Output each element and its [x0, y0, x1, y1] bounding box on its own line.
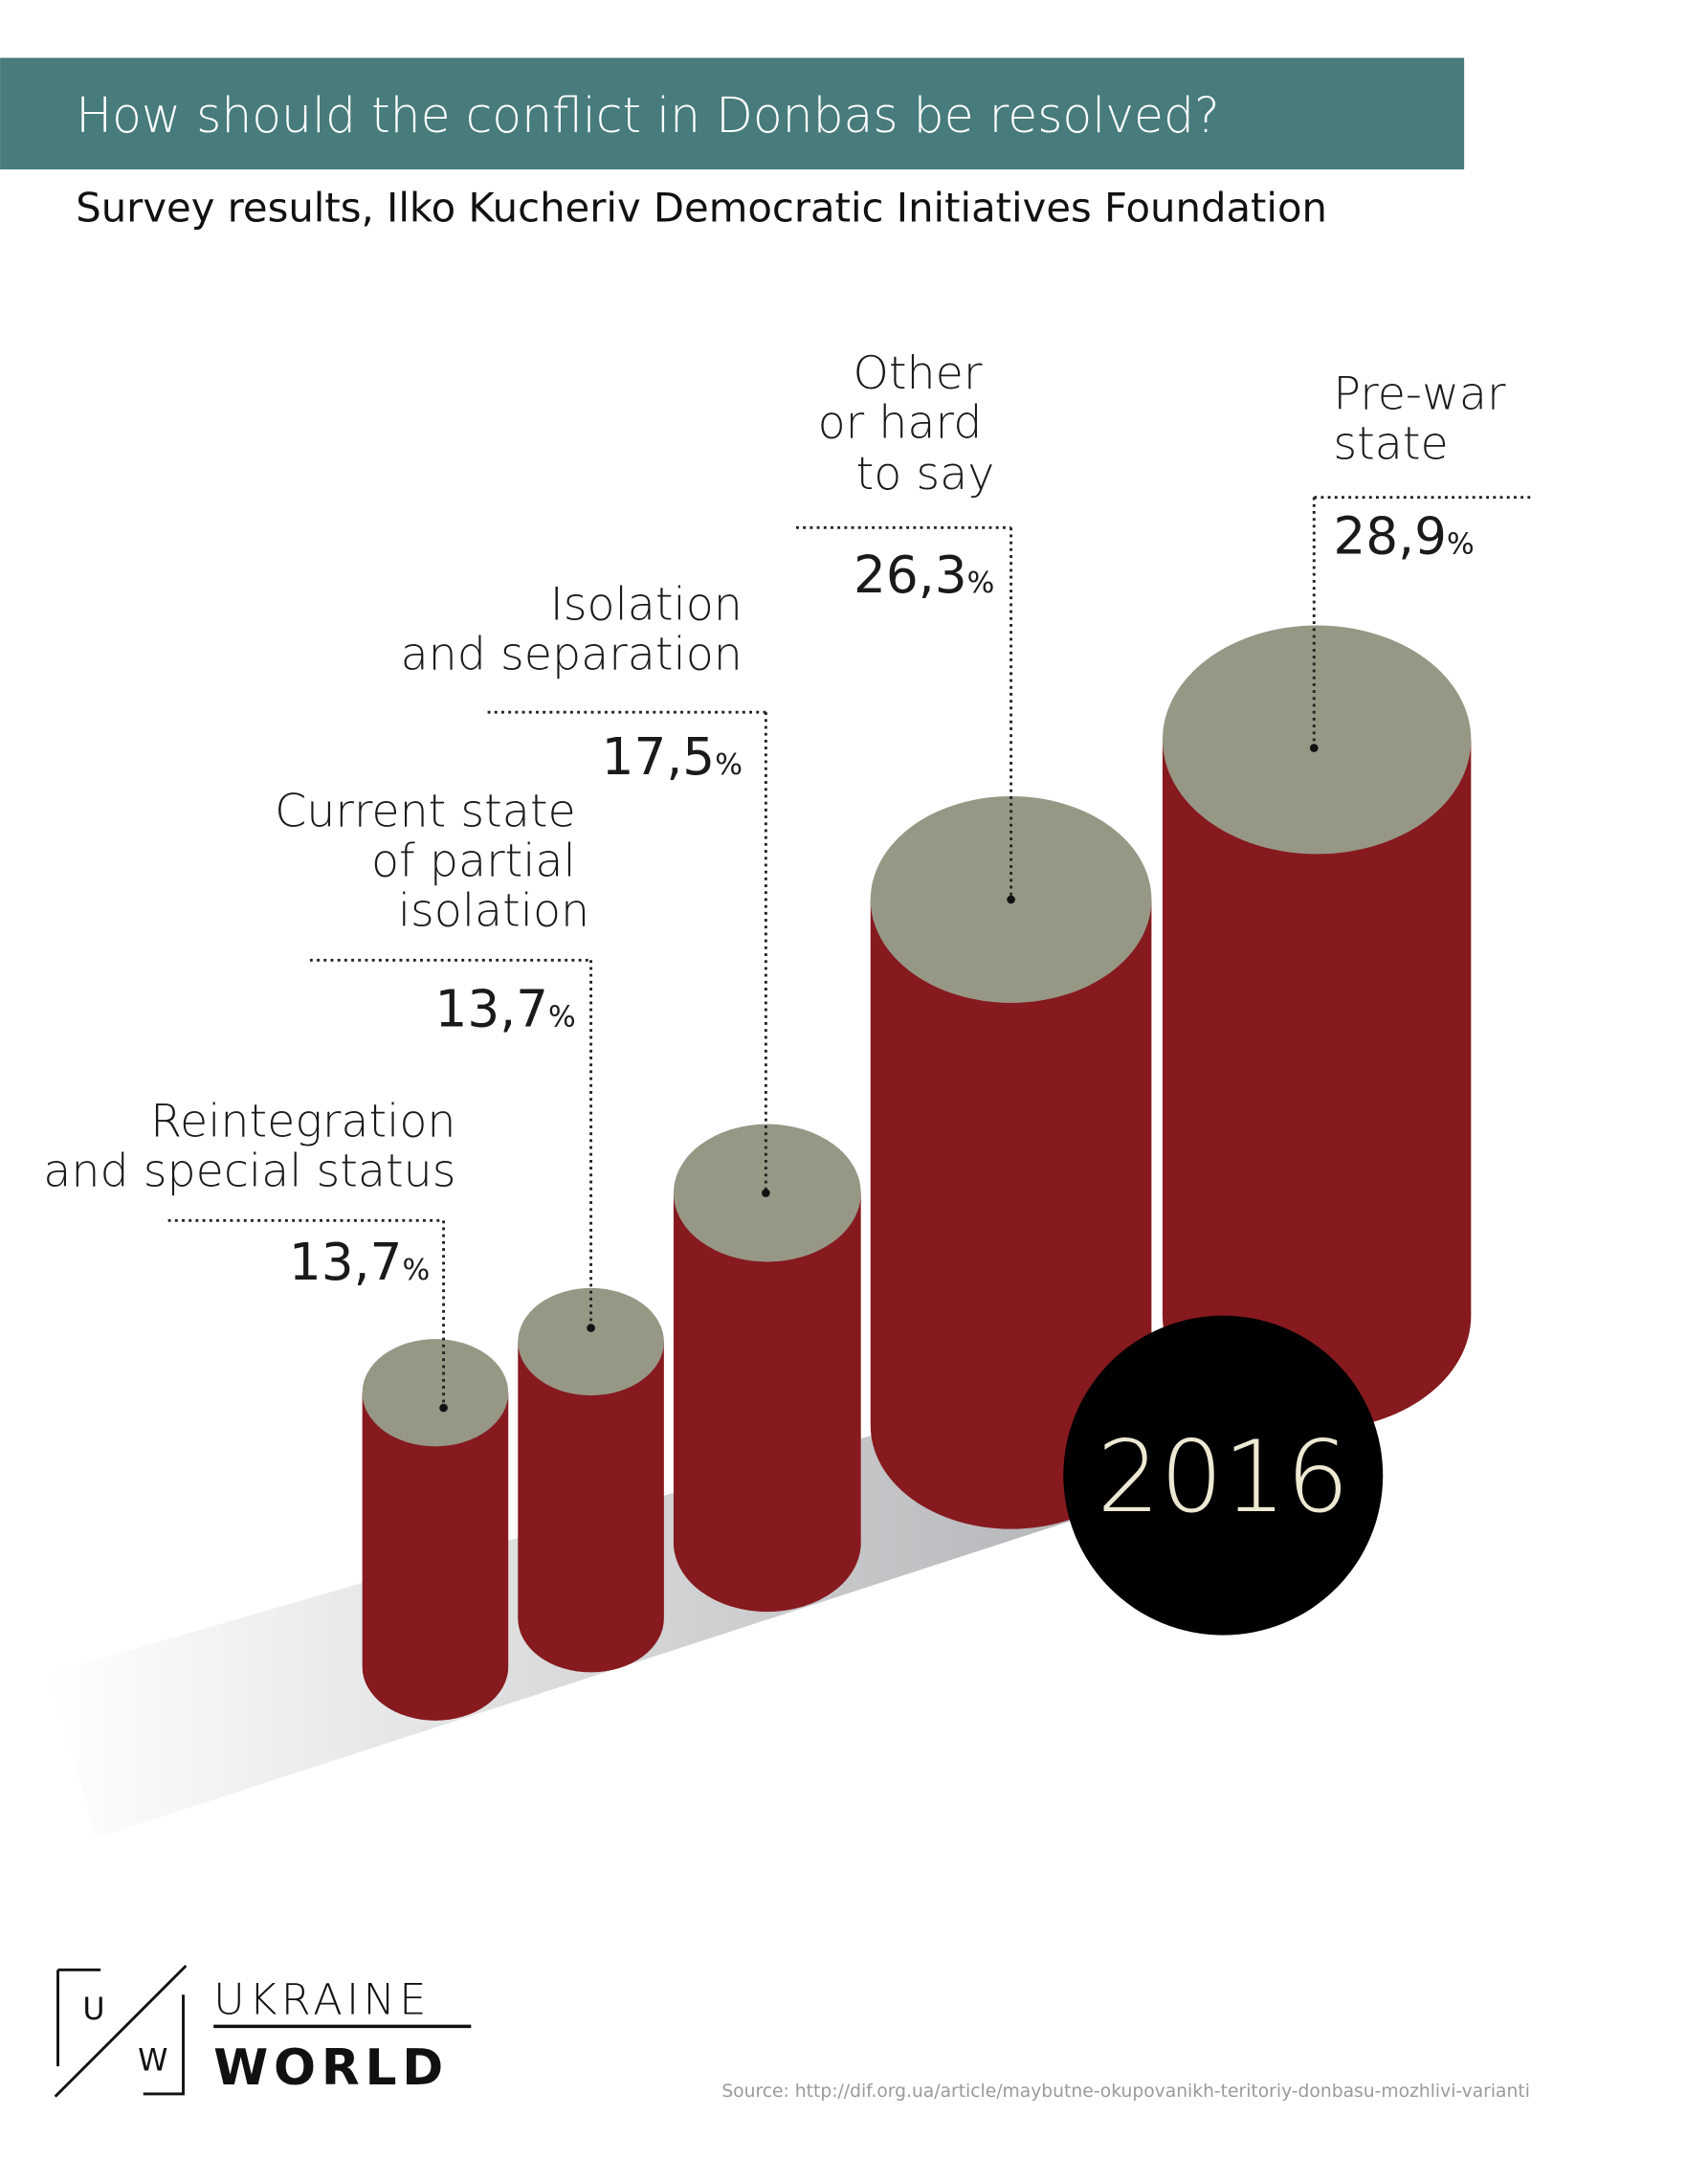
svg-text:W: W [138, 2043, 167, 2078]
category-label: and separation [401, 629, 743, 681]
category-label: Other [853, 347, 982, 400]
value-label: 28,9% [1333, 507, 1474, 567]
value-label: 13,7% [434, 979, 575, 1038]
leader-dot [439, 1403, 448, 1413]
leader-line [309, 958, 593, 1328]
cylinder-top [1162, 625, 1472, 855]
page-title: How should the conflict in Donbas be res… [76, 87, 1220, 144]
leader-line [167, 1218, 445, 1409]
leader-line [1312, 496, 1534, 748]
source-text: Source: http://dif.org.ua/article/maybut… [721, 2082, 1530, 2102]
leader-dot [1007, 895, 1015, 904]
year-badge [1063, 1315, 1384, 1636]
value-label: 26,3% [854, 546, 994, 605]
category-label: Pre-war [1333, 368, 1506, 421]
cylinder-body [518, 1341, 664, 1673]
leader-dot [1309, 744, 1319, 752]
category-label: state [1333, 417, 1448, 470]
subtitle: Survey results, Ilko Kucheriv Democratic… [76, 185, 1327, 232]
header-banner [0, 57, 1465, 170]
cylinder-bar [673, 1124, 861, 1613]
svg-text:U: U [82, 1993, 104, 2027]
leader-dot [762, 1189, 770, 1197]
year-badge-text: 2016 [1097, 1420, 1349, 1535]
ukraine-world-logo: U W UKRAINE WORLD [54, 1965, 472, 2098]
category-label: Current state [275, 786, 576, 838]
category-label: or hard [818, 397, 983, 450]
category-label: isolation [398, 884, 589, 937]
leader-line [487, 710, 767, 1193]
cylinder-body [870, 899, 1152, 1529]
cylinder-body [362, 1392, 509, 1721]
cylinder-bar [1162, 625, 1472, 1431]
category-label: Reintegration [150, 1096, 455, 1148]
cylinder-top [518, 1287, 664, 1396]
cylinder-bar [362, 1339, 509, 1721]
cylinder-bar [518, 1287, 664, 1673]
leader-dot [587, 1324, 595, 1332]
cylinder-top [362, 1339, 509, 1447]
category-label: Isolation [550, 579, 743, 632]
category-label: and special status [43, 1145, 455, 1197]
svg-text:WORLD: WORLD [213, 2039, 449, 2097]
value-label: 13,7% [289, 1233, 430, 1292]
category-label: to say [856, 448, 995, 501]
cylinder-body [1162, 739, 1472, 1431]
cylinder-body [673, 1192, 861, 1613]
category-label: of partial [371, 835, 576, 887]
svg-text:UKRAINE: UKRAINE [213, 1974, 431, 2024]
value-label: 17,5% [602, 727, 743, 787]
